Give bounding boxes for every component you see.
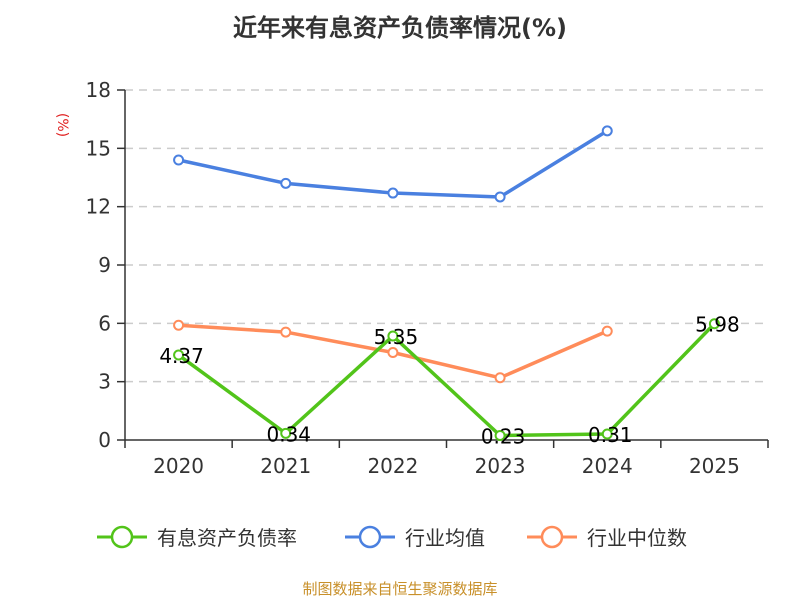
industry-median-series-point (601, 325, 613, 337)
debt-ratio-series-point (601, 428, 613, 440)
y-tick-label: 12 (86, 195, 111, 219)
data-label: 0.34 (266, 422, 311, 446)
data-label: 0.31 (588, 423, 633, 447)
legend-label: 有息资产负债率 (157, 526, 297, 550)
legend-label: 行业中位数 (587, 526, 687, 550)
y-tick-label: 18 (86, 78, 111, 102)
data-source-note: 制图数据来自恒生聚源数据库 (302, 580, 498, 598)
legend-label: 行业均值 (405, 526, 485, 550)
data-label: 4.37 (159, 344, 204, 368)
x-tick-label: 2021 (260, 454, 311, 478)
x-tick-label: 2022 (367, 454, 418, 478)
x-tick-label: 2024 (582, 454, 633, 478)
industry-median-series-point (387, 347, 399, 358)
industry-average-series-point (173, 154, 185, 166)
data-label: 0.23 (481, 425, 526, 449)
y-tick-label: 3 (98, 370, 111, 394)
chart-title: 近年来有息资产负债率情况(%) (233, 14, 567, 42)
data-label: 5.35 (374, 325, 419, 349)
y-axis-unit: (%) (54, 113, 70, 137)
industry-average-series-point (387, 187, 399, 199)
debt-ratio-series-point (708, 318, 720, 330)
y-tick-label: 0 (98, 428, 111, 452)
x-tick-label: 2025 (689, 454, 740, 478)
industry-average-series-point (494, 191, 506, 203)
debt-ratio-series-point (280, 427, 292, 439)
industry-average-series-line (178, 129, 609, 199)
industry-median-series-point (494, 372, 506, 384)
industry-average-series-point (601, 125, 613, 137)
y-tick-label: 6 (98, 311, 111, 335)
x-tick-label: 2023 (475, 454, 526, 478)
debt-ratio-series-point (387, 330, 399, 342)
industry-average-series-point (280, 177, 292, 189)
legend-marker-icon (110, 525, 134, 549)
debt-ratio-series-line (177, 322, 716, 438)
data-label: 5.98 (695, 313, 740, 337)
industry-median-series-point (173, 319, 185, 331)
legend-marker-icon (358, 525, 382, 549)
y-tick-label: 15 (86, 136, 111, 160)
y-tick-label: 9 (98, 253, 111, 277)
debt-ratio-series-point (494, 430, 506, 442)
legend-marker-icon (540, 525, 564, 549)
x-tick-label: 2020 (153, 454, 204, 478)
industry-median-series-point (280, 326, 292, 338)
debt-ratio-series-point (173, 349, 185, 361)
